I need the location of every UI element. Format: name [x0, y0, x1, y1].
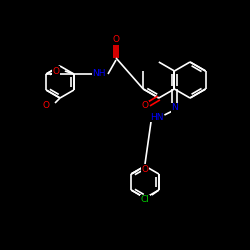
Text: O: O [112, 36, 119, 44]
Text: O: O [52, 66, 59, 76]
Text: O: O [142, 164, 149, 173]
Text: Cl: Cl [140, 196, 149, 204]
Text: N: N [171, 104, 178, 112]
Text: O: O [42, 102, 50, 110]
Text: HN: HN [150, 112, 163, 122]
Text: O: O [141, 102, 148, 110]
Text: NH: NH [92, 68, 106, 78]
